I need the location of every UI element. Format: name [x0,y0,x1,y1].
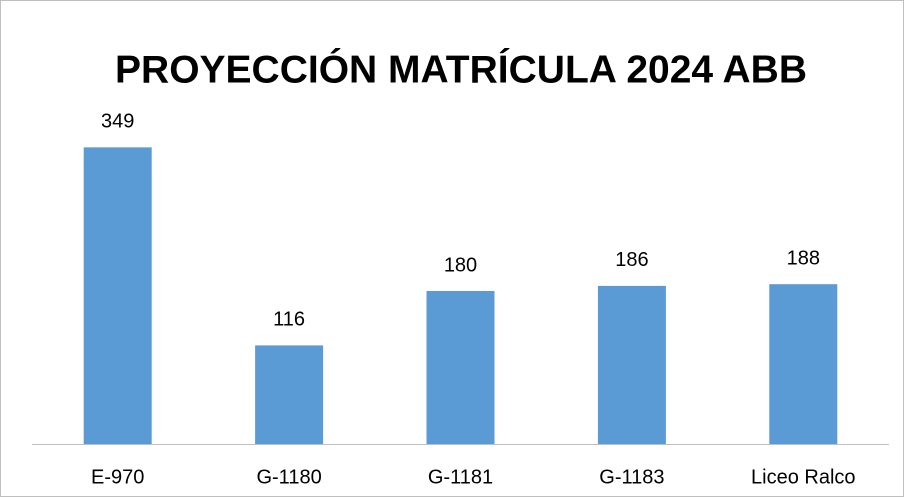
x-tick-label: G-1180 [256,466,321,488]
data-label: 188 [787,247,820,269]
data-label: 186 [615,249,648,271]
bar [83,147,152,444]
bar [255,345,324,444]
x-tick-label: E-970 [91,466,144,488]
bar [597,285,666,444]
x-tick-label: Liceo Ralco [751,466,856,488]
data-label: 180 [444,254,477,276]
chart-title: PROYECCIÓN MATRÍCULA 2024 ABB [115,47,807,91]
x-tick-label: G-1183 [599,466,664,488]
bar [426,291,495,444]
data-label: 349 [101,111,134,133]
x-tick-label: G-1181 [428,466,493,488]
bar [769,284,838,444]
data-label: 116 [273,309,305,331]
